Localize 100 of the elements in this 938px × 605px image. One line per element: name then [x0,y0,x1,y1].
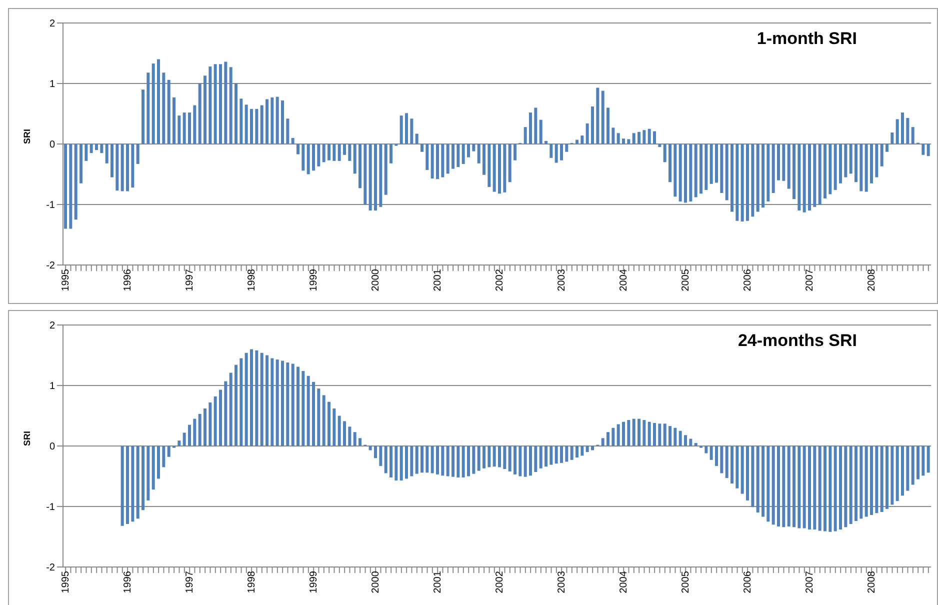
bar [880,144,884,166]
x-tick-label: 2003 [556,570,568,594]
bar [178,440,181,446]
bar [332,408,336,446]
bar [430,446,434,474]
bar [74,144,78,220]
bar [405,446,408,479]
bar [529,112,532,144]
x-tick-label: 2005 [680,268,692,292]
bar [720,446,724,474]
bar [452,446,454,477]
bar [554,446,558,464]
bar [606,108,610,144]
bar [462,144,465,164]
bar [828,144,832,194]
x-tick-label: 1998 [246,268,258,292]
bar [886,144,888,152]
x-tick-label: 1997 [184,268,196,292]
bar [570,446,574,460]
bar [576,446,578,458]
bar [539,120,542,144]
bar [787,144,790,189]
bar [601,438,604,446]
bar [198,84,202,144]
bar [296,366,300,446]
bar [266,355,268,446]
bar [250,108,253,144]
bar [565,144,568,152]
bar [353,432,356,446]
bar [684,435,687,446]
bar [332,144,336,161]
x-tick-label: 1995 [60,570,72,594]
y-tick-label: 0 [49,442,56,453]
bar [678,430,682,446]
bar [167,80,170,144]
x-tick-label: 2002 [494,570,506,594]
bar [214,64,217,144]
bar [302,144,305,171]
bar [498,446,501,468]
bar [834,446,837,532]
bar [642,420,646,446]
bar [430,144,434,178]
bar [710,446,713,460]
bar [653,423,656,446]
bar [700,144,702,194]
bar [390,144,392,164]
bar [152,446,155,490]
bar [627,139,630,144]
x-tick-label: 2001 [432,570,444,594]
bar [131,446,134,522]
bar [394,446,398,480]
bar [653,131,656,144]
bar [772,144,775,194]
bar [524,446,527,477]
bar [157,59,160,144]
bar [736,144,739,221]
x-tick-label: 2008 [866,268,878,292]
bar [64,144,67,229]
y-axis-title: SRI [22,128,32,144]
bar [554,144,558,163]
x-tick-label: 2003 [556,268,568,292]
bar [678,144,682,202]
bar [922,446,925,476]
bar [302,370,305,446]
bar [772,446,775,525]
bar [204,76,206,144]
x-tick-label: 1999 [308,570,320,594]
bar [120,144,124,192]
bar [379,144,382,207]
bar [580,446,584,456]
bar [255,350,258,446]
x-tick-label: 2002 [494,268,506,292]
bar [224,62,228,144]
bar [270,97,274,144]
bar [456,446,460,478]
bar [178,116,181,144]
bar [890,446,894,505]
bar [916,446,920,480]
bar [911,127,914,144]
bar [694,144,698,198]
bar [317,144,320,166]
bar [467,144,470,158]
bar [638,418,640,446]
bar [926,446,930,473]
bar [306,376,310,446]
bar [756,446,760,513]
y-tick-label: 2 [49,18,56,30]
bar [410,118,414,144]
bar [250,349,253,446]
bar [518,446,522,476]
bar [358,438,362,446]
bar [762,144,764,208]
bar [529,446,532,476]
bar [725,446,728,478]
bar [488,446,491,468]
bar [663,144,666,162]
x-tick-label: 1997 [184,570,196,594]
bar [188,424,191,446]
bar [368,144,372,211]
bar [420,446,424,473]
